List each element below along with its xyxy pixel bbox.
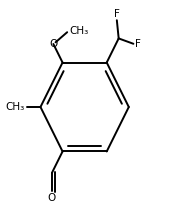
Text: O: O	[48, 193, 56, 203]
Text: F: F	[114, 9, 120, 19]
Text: O: O	[49, 39, 57, 49]
Text: CH₃: CH₃	[69, 26, 88, 36]
Text: CH₃: CH₃	[6, 102, 25, 112]
Text: F: F	[135, 39, 141, 49]
